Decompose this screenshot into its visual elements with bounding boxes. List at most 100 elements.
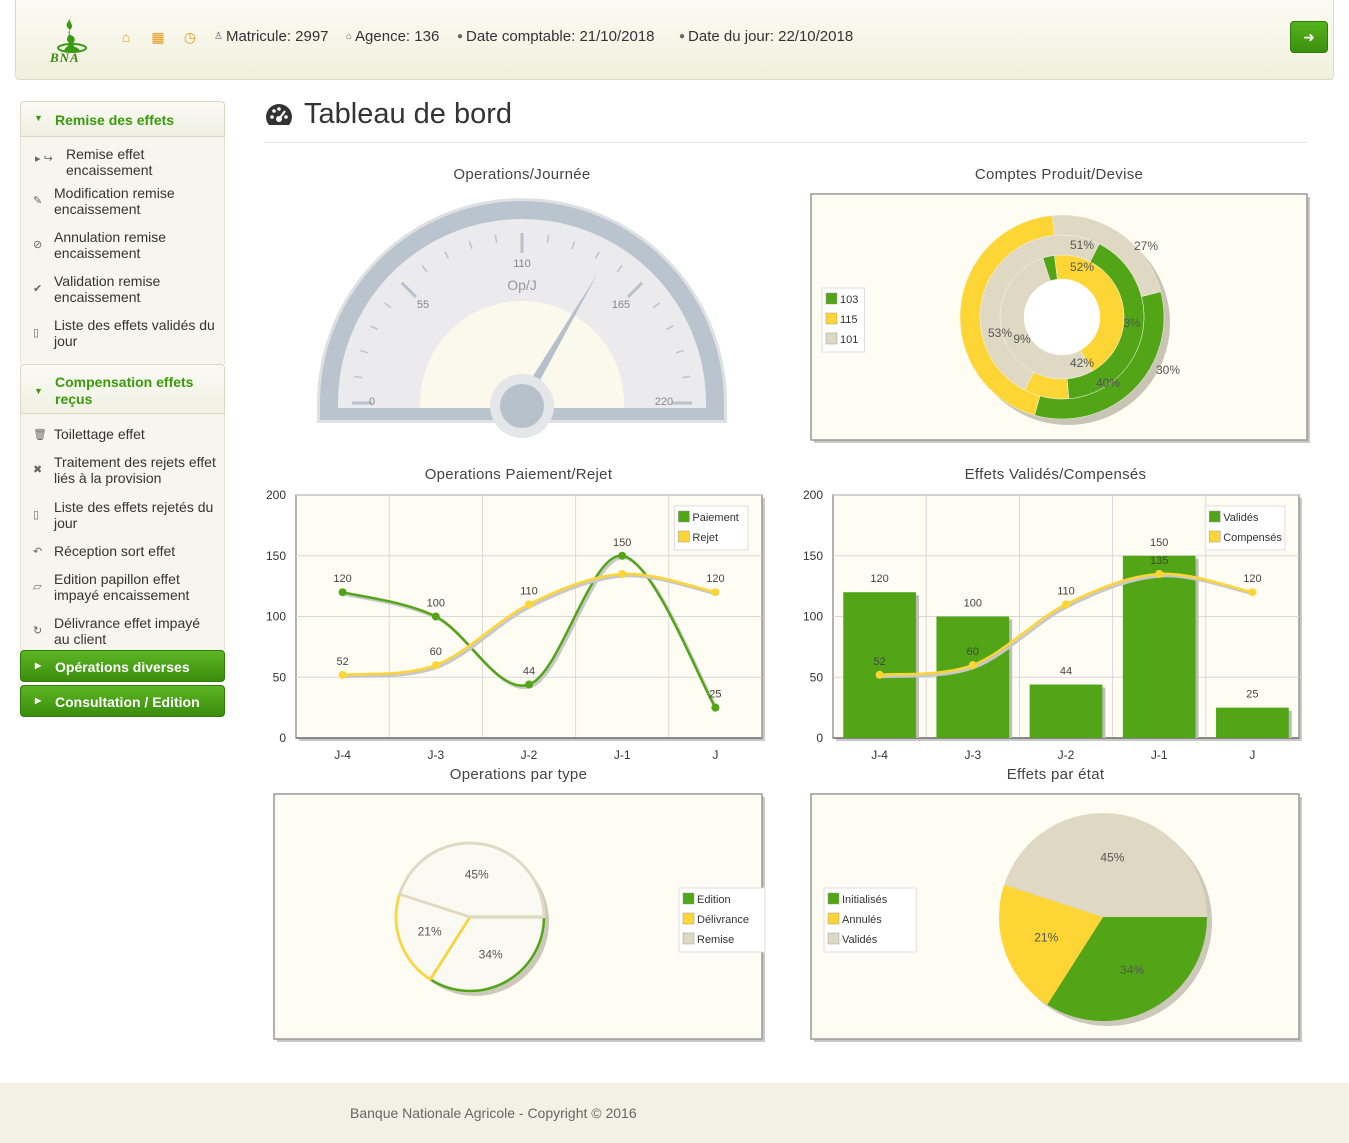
y-tick-label: 50 (810, 670, 824, 684)
sidebar-item-toilettage[interactable]: 🗑 Toilettage effet (21, 422, 224, 450)
logout-button[interactable]: ➜ (1290, 21, 1328, 53)
data-point (875, 670, 884, 679)
calendar-icon[interactable]: ▦ (151, 29, 165, 45)
sidebar-item-traitement-rejets[interactable]: ✖ Traitement des rejets effet liés à la … (21, 450, 224, 495)
sidebar-item-delivrance[interactable]: ↻ Délivrance effet impayé au client (21, 611, 224, 651)
gauge-tick (468, 241, 473, 250)
gauge-tick (666, 325, 674, 331)
sidebar-item-modification[interactable]: ✎ Modification remise encaissement (21, 181, 224, 225)
section-consultation-edition[interactable]: ▶ Consultation / Edition (20, 685, 225, 717)
bar (1029, 684, 1103, 738)
donut-label: 40% (1096, 376, 1120, 390)
y-tick-label: 50 (273, 670, 287, 684)
point-label: 60 (430, 646, 442, 658)
pie2-title: Effets par état (1006, 766, 1105, 783)
section-operations-diverses[interactable]: ▶ Opérations diverses (20, 650, 225, 682)
pie-slice (1004, 812, 1207, 917)
gauge-tick (594, 251, 600, 259)
clock-icon[interactable]: ◷ (183, 29, 197, 45)
bar-label: 25 (1246, 689, 1258, 701)
donut-legend-swatch (825, 292, 838, 305)
section-compensation[interactable]: ▼ Compensation effets reçus (20, 364, 225, 414)
pie1-title: Operations par type (449, 766, 588, 783)
pie1-legend-label: Délivrance (697, 914, 749, 926)
donut-chart: 40% 53% 27% 42% 9% 51% 3% 52% 30% 103 115 101 (810, 193, 1310, 443)
section-title: Consultation / Edition (55, 694, 200, 710)
trash-icon: 🗑 (33, 429, 47, 441)
data-point (711, 703, 720, 712)
sidebar-item-label: Liste des effets validés du jour (54, 317, 215, 349)
gauge-tick (353, 375, 363, 379)
data-point (525, 680, 533, 689)
donut-legend-label: 101 (840, 334, 858, 346)
point-label: 150 (613, 537, 631, 549)
home-icon[interactable]: ⌂ (121, 29, 131, 45)
combo-legend-swatch (1208, 510, 1221, 523)
file-icon: ▯ (33, 327, 40, 339)
x-tick-label: J-3 (427, 748, 444, 762)
page-title: Tableau de bord (264, 98, 512, 131)
donut-legend-label: 115 (840, 314, 858, 326)
page-title-text: Tableau de bord (304, 98, 512, 130)
sidebar-item-liste-valides[interactable]: ▯ Liste des effets validés du jour (21, 313, 224, 363)
sidebar-item-validation[interactable]: ✔ Validation remise encaissement (21, 269, 224, 313)
pie-label: 34% (479, 948, 503, 962)
point-label: 100 (427, 598, 445, 610)
x-tick-label: J-2 (521, 748, 538, 762)
y-tick-label: 0 (279, 731, 286, 745)
date-comptable-info: ● Date comptable: 21/10/2018 (457, 28, 655, 45)
bar (936, 616, 1010, 738)
bna-logo (57, 16, 87, 53)
sidebar-item-liste-rejetes[interactable]: ▯ Liste des effets rejetés du jour (21, 495, 224, 539)
gauge-tick (546, 234, 550, 244)
sidebar-item-annulation[interactable]: ⊘ Annulation remise encaissement (21, 225, 224, 269)
gauge-tick (421, 265, 428, 273)
date-comptable-text: Date comptable: 21/10/2018 (466, 28, 655, 45)
gauge-tick (494, 234, 498, 244)
sidebar-item-label: Edition papillon effet impayé encaisseme… (54, 571, 190, 603)
sidebar-item-label: Annulation remise encaissement (54, 229, 167, 261)
caret-down-icon: ▼ (34, 386, 43, 396)
sidebar-item-reception-sort[interactable]: ↶ Réception sort effet (21, 539, 224, 567)
donut-label: 3% (1123, 316, 1141, 330)
pie2-legend-label: Validés (842, 934, 878, 946)
gauge-center (420, 301, 624, 408)
gauge-tick (652, 302, 660, 309)
sidebar-item-remise-effet[interactable]: ▸ ↪ Remise effet encaissement (21, 137, 224, 181)
ban-icon: ⊘ (33, 239, 43, 251)
pie-slice (398, 841, 546, 919)
pie1-chart: 34% 21% 45% Edition Délivrance Remise (273, 793, 766, 1042)
point-label: 135 (1150, 555, 1168, 567)
gauge-tick (370, 325, 378, 331)
line-chart-title: Operations Paiement/Rejet (424, 466, 613, 483)
line-legend-swatch (678, 510, 690, 523)
section-remise-effets[interactable]: ▼ Remise des effets (20, 101, 225, 137)
agence-info: ⌂ Agence: 136 (346, 28, 439, 45)
gauge-needle (517, 273, 598, 406)
donut-label: 52% (1070, 260, 1094, 274)
pie1-legend-swatch (682, 912, 695, 925)
y-tick-label: 0 (816, 731, 823, 745)
pie-slice (394, 892, 472, 981)
gauge-title: Operations/Journée (453, 166, 591, 183)
sidebar-item-label: Remise effet encaissement (66, 146, 153, 178)
sidebar-item-edition-papillon[interactable]: ▱ Edition papillon effet impayé encaisse… (21, 567, 224, 611)
x-tick-label: J-2 (1058, 748, 1075, 762)
series-line (342, 554, 717, 709)
y-tick-label: 100 (266, 610, 286, 624)
dashboard-icon (266, 103, 292, 125)
x-tick-label: J-1 (614, 748, 631, 762)
gauge-chart: 0 55 110 165 220 Op/J (317, 198, 727, 438)
note-icon: ▱ (33, 581, 42, 593)
pie2-legend-swatch (827, 912, 840, 925)
clock-small-icon: ● (679, 31, 686, 42)
bar-label: 120 (870, 573, 888, 585)
bar (1216, 707, 1289, 738)
gauge-tick (627, 281, 644, 298)
sidebar: ▼ Remise des effets ▸ ↪ Remise effet enc… (20, 101, 225, 717)
gauge-tick (360, 349, 369, 354)
pencil-icon: ✎ (33, 195, 43, 207)
x-tick-label: J-3 (964, 748, 981, 762)
point-label: 25 (709, 689, 721, 701)
sidebar-item-label: Toilettage effet (54, 426, 145, 442)
